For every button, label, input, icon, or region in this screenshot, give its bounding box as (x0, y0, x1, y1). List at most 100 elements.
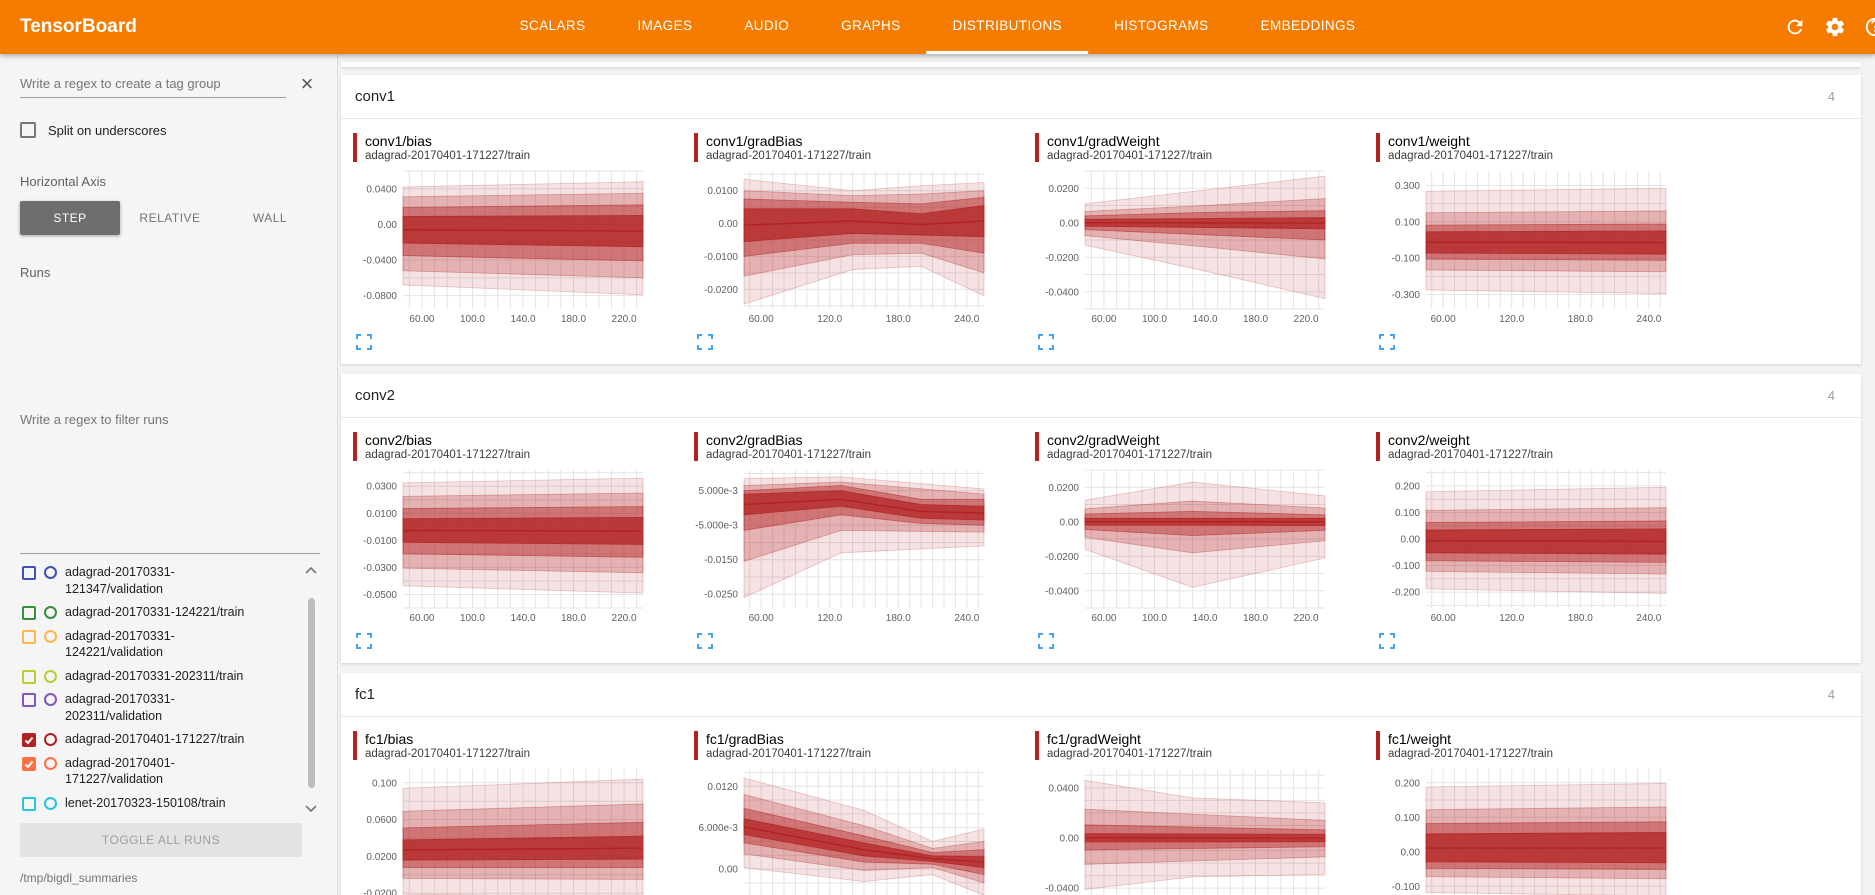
main-content: conv1 4 conv1/bias adagrad-20170401-171227/… (338, 54, 1875, 895)
expand-chart-button[interactable] (1376, 334, 1398, 354)
section-header[interactable]: fc1 4 (341, 673, 1861, 717)
run-checkbox[interactable] (22, 733, 36, 747)
toolbar: TensorBoard SCALARS IMAGES AUDIO GRAPHS DIST… (0, 0, 1875, 54)
tag-regex-input[interactable] (20, 70, 286, 98)
expand-chart-button[interactable] (1035, 633, 1057, 653)
run-color-circle[interactable] (44, 566, 57, 579)
svg-text:0.100: 0.100 (372, 778, 397, 789)
section-header[interactable]: conv2 4 (341, 374, 1861, 418)
runs-regex-input[interactable] (20, 286, 320, 554)
svg-text:-0.0400: -0.0400 (1045, 287, 1079, 298)
tab-distributions[interactable]: DISTRIBUTIONS (926, 0, 1089, 54)
run-row[interactable]: adagrad-20170331-121347/validation (20, 560, 298, 600)
run-row[interactable]: lenet-20170323-150108/validation (20, 814, 298, 815)
chart-run-label: adagrad-20170401-171227/train (706, 748, 871, 760)
chart-header: conv1/gradBias adagrad-20170401-171227/tr… (694, 133, 1035, 162)
run-checkbox[interactable] (22, 796, 36, 811)
runs-list: adagrad-20170331-121347/validation adagra… (20, 560, 320, 815)
tab-audio[interactable]: AUDIO (744, 18, 790, 33)
toggle-all-runs-button[interactable]: TOGGLE ALL RUNS (20, 823, 302, 857)
nav-tabs: SCALARS IMAGES AUDIO GRAPHS DISTRIBUTIONS HIS… (494, 0, 1382, 54)
run-color-circle[interactable] (44, 756, 57, 770)
svg-text:120.0: 120.0 (1499, 314, 1524, 325)
chart-title: fc1/gradWeight (1047, 731, 1141, 747)
chart-run-label: adagrad-20170401-171227/train (1047, 449, 1212, 461)
svg-text:100.0: 100.0 (1142, 314, 1167, 325)
section-header[interactable]: conv1 4 (341, 75, 1861, 119)
svg-text:0.200: 0.200 (1395, 778, 1420, 789)
svg-text:100.0: 100.0 (460, 613, 485, 624)
svg-text:60.00: 60.00 (1431, 314, 1456, 325)
help-icon[interactable] (1863, 15, 1875, 39)
run-checkbox[interactable] (22, 606, 36, 620)
run-row[interactable]: lenet-20170323-150108/train (20, 791, 298, 815)
run-row[interactable]: adagrad-20170401-171227/validation (20, 751, 298, 791)
fullscreen-icon (1379, 334, 1395, 350)
scroll-down-icon[interactable] (304, 801, 320, 813)
expand-chart-button[interactable] (694, 334, 716, 354)
fullscreen-icon (356, 633, 372, 649)
run-row[interactable]: adagrad-20170331-202311/validation (20, 687, 298, 727)
expand-chart-button[interactable] (1376, 633, 1398, 653)
run-checkbox[interactable] (22, 629, 36, 644)
check-icon (24, 760, 34, 768)
chart-card: fc1/gradWeight adagrad-20170401-171227/tr… (1035, 731, 1376, 895)
run-color-circle[interactable] (44, 669, 57, 683)
svg-text:-0.0150: -0.0150 (704, 555, 738, 566)
expand-chart-button[interactable] (1035, 334, 1057, 354)
chart-header: fc1/weight adagrad-20170401-171227/train (1376, 731, 1717, 760)
split-underscores-checkbox-row[interactable]: Split on underscores (20, 122, 320, 138)
settings-gear-icon[interactable] (1823, 15, 1847, 39)
svg-text:180.0: 180.0 (886, 613, 911, 624)
tab-graphs[interactable]: GRAPHS (841, 18, 901, 33)
svg-text:-0.200: -0.200 (1392, 588, 1421, 599)
tab-images[interactable]: IMAGES (637, 18, 693, 33)
tab-embeddings[interactable]: EMBEDDINGS (1260, 18, 1356, 33)
svg-text:0.100: 0.100 (1395, 813, 1420, 824)
run-color-circle[interactable] (44, 733, 57, 746)
run-color-circle[interactable] (44, 606, 57, 619)
run-row[interactable]: adagrad-20170331-202311/train (20, 664, 298, 688)
svg-text:0.00: 0.00 (1060, 517, 1080, 528)
run-color-circle[interactable] (44, 629, 57, 643)
svg-text:0.100: 0.100 (1395, 508, 1420, 519)
run-row[interactable]: adagrad-20170331-124221/validation (20, 624, 298, 664)
scroll-up-icon[interactable] (304, 562, 320, 574)
expand-chart-button[interactable] (694, 633, 716, 653)
run-row[interactable]: adagrad-20170401-171227/train (20, 727, 298, 751)
split-underscores-checkbox[interactable] (20, 122, 36, 138)
svg-text:-0.100: -0.100 (1392, 254, 1421, 265)
run-color-circle[interactable] (44, 796, 57, 810)
run-checkbox[interactable] (22, 693, 36, 707)
close-icon[interactable]: × (300, 71, 314, 96)
svg-text:0.100: 0.100 (1395, 217, 1420, 228)
svg-text:60.00: 60.00 (409, 314, 434, 325)
run-color-circle[interactable] (44, 693, 57, 706)
svg-text:-0.0200: -0.0200 (1045, 552, 1079, 563)
svg-text:220.0: 220.0 (1294, 613, 1319, 624)
svg-text:60.00: 60.00 (749, 314, 774, 325)
svg-text:60.00: 60.00 (1431, 613, 1456, 624)
svg-text:240.0: 240.0 (954, 613, 979, 624)
axis-mode-relative-button[interactable]: RELATIVE (139, 211, 201, 225)
axis-mode-step-button[interactable]: STEP (20, 201, 120, 235)
svg-text:240.0: 240.0 (1636, 314, 1661, 325)
chart-header: conv1/weight adagrad-20170401-171227/trai… (1376, 133, 1717, 162)
axis-mode-wall-button[interactable]: WALL (252, 211, 288, 225)
run-checkbox[interactable] (22, 756, 36, 771)
chart-header: conv2/bias adagrad-20170401-171227/train (353, 432, 694, 461)
expand-chart-button[interactable] (353, 334, 375, 354)
svg-text:-0.0400: -0.0400 (1045, 586, 1079, 597)
svg-text:180.0: 180.0 (561, 613, 586, 624)
tab-scalars[interactable]: SCALARS (519, 18, 586, 33)
run-checkbox[interactable] (22, 669, 36, 684)
refresh-icon[interactable] (1783, 15, 1807, 39)
run-checkbox[interactable] (22, 566, 36, 580)
tab-histograms[interactable]: HISTOGRAMS (1114, 18, 1209, 33)
runs-scrollbar-thumb[interactable] (308, 598, 315, 788)
expand-chart-button[interactable] (353, 633, 375, 653)
run-row[interactable]: adagrad-20170331-124221/train (20, 600, 298, 624)
svg-text:180.0: 180.0 (1568, 613, 1593, 624)
chart-title: fc1/weight (1388, 731, 1452, 747)
